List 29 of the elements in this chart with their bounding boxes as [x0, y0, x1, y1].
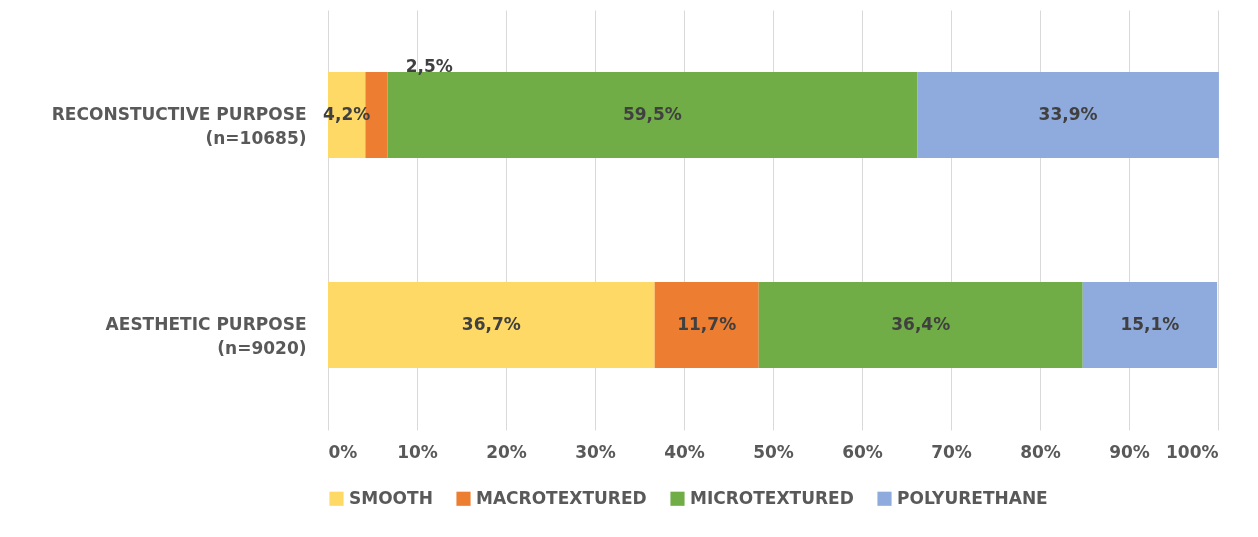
x-tick-label: 30% [575, 441, 616, 462]
bar [1082, 282, 1218, 368]
data-label: 15,1% [1120, 314, 1180, 334]
x-tick-label: 70% [931, 441, 972, 462]
data-label: 59,5% [622, 104, 682, 124]
bar [654, 282, 759, 368]
x-tick-label: 80% [1020, 441, 1061, 462]
data-label: 36,4% [891, 314, 951, 334]
legend-label: MACROTEXTURED [476, 487, 647, 508]
data-label: 36,7% [461, 314, 521, 334]
x-tick-label: 50% [753, 441, 794, 462]
data-label: 2,5% [405, 56, 453, 76]
data-label: 33,9% [1038, 104, 1098, 124]
legend-label: MICROTEXTURED [690, 487, 854, 508]
bar [328, 282, 655, 368]
data-label: 11,7% [677, 314, 737, 334]
x-tick-label: 0% [328, 441, 358, 462]
y-tick-label: RECONSTUCTIVE PURPOSE (n=10685) [51, 104, 307, 148]
x-tick-label: 40% [664, 441, 705, 462]
x-tick-label: 60% [842, 441, 883, 462]
x-tick-label: 10% [397, 441, 438, 462]
x-tick-label: 20% [486, 441, 527, 462]
x-tick-label: 90% [1109, 441, 1150, 462]
legend-label: POLYURETHANE [897, 487, 1048, 508]
bar [758, 282, 1083, 368]
legend-label: SMOOTH [349, 487, 433, 508]
x-tick-label: 100% [1165, 441, 1219, 462]
bar [917, 72, 1219, 158]
y-tick-label: AESTHETIC PURPOSE (n=9020) [105, 314, 307, 358]
